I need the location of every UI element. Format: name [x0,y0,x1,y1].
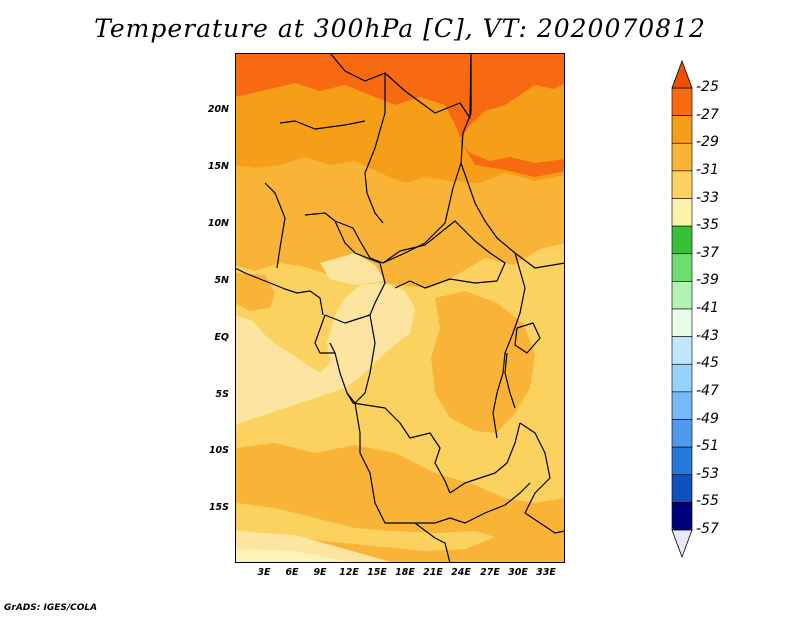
x-label-33e: 33E [536,567,556,578]
colorbar-cell [671,281,693,310]
colorbar-cell [671,198,693,227]
y-label-eq: EQ [214,332,229,343]
map-frame [235,53,565,563]
y-label-15n: 15N [207,161,229,172]
field-patch-m29-west [235,273,275,311]
y-label-5n: 5N [214,275,229,286]
colorbar-label: -53 [696,465,719,482]
border-lake-victoria [514,322,541,354]
colorbar-label: -43 [696,327,719,344]
colorbar-cell [671,142,693,172]
border-zambia-south [449,482,531,524]
border-coastline [235,267,324,316]
x-label-18e: 18E [395,567,415,578]
colorbar-bottom-arrow [671,529,693,559]
colorbar-cell [671,446,693,476]
colorbar-cell [671,502,693,531]
colorbar-label: -55 [696,493,719,510]
border-zambia [449,422,521,494]
border-car [382,220,506,289]
colorbar-cell [671,253,693,282]
border-southern [414,522,451,563]
x-label-15e: 15E [367,567,387,578]
border-angola [346,392,451,494]
colorbar-cell [671,419,693,448]
colorbar-label: -35 [696,217,719,234]
y-label-20n: 20N [207,104,229,115]
map-canvas [235,53,565,563]
x-label-27e: 27E [480,567,500,578]
y-label-5s: 5S [215,389,229,400]
border-nigeria [279,120,366,130]
colorbar-cell [671,391,693,420]
colorbar-label: -57 [696,521,719,537]
colorbar-cell [671,474,693,503]
colorbar-label: -25 [696,79,719,95]
x-label-3e: 3E [257,567,271,578]
border-cameroon [324,220,386,324]
temperature-map [235,53,565,563]
border-north-libya [329,53,472,119]
field-band-m25 [235,53,565,177]
border-niger-chad [364,73,386,224]
y-label-10s: 10S [208,445,229,456]
colorbar-cell [671,170,693,199]
colorbar-label: -31 [696,161,719,178]
border-south-sudan [460,162,565,269]
border-gabon [314,314,335,354]
x-label-6e: 6E [285,567,299,578]
x-label-9e: 9E [313,567,327,578]
x-label-12e: 12E [339,567,359,578]
country-borders [235,53,565,563]
colorbar-cell [671,225,693,255]
colorbar-label: -41 [696,300,719,316]
grads-credit: GrADS: IGES/COLA [4,603,98,613]
x-label-24e: 24E [451,567,471,578]
field-patch-m29-east [431,291,535,433]
colorbar-cell [671,363,693,393]
colorbar [671,59,693,559]
colorbar-cell [671,308,693,337]
colorbar-cell [671,336,693,365]
colorbar-label: -45 [696,355,719,372]
x-label-30e: 30E [508,567,528,578]
colorbar-label: -37 [696,244,719,261]
colorbar-label: -49 [696,410,719,427]
colorbar-label: -47 [696,382,719,399]
border-east-africa [492,252,526,439]
field-patch-m33-north [320,253,385,285]
colorbar-cell [671,115,693,144]
border-angola-namibia [354,402,451,524]
y-label-10n: 10N [207,218,229,229]
colorbar-label: -33 [696,189,719,206]
colorbar-label: -27 [696,106,719,123]
border-mozambique [519,422,565,534]
field-patch-m35-southwest [235,549,355,563]
colorbar-label: -39 [696,272,719,289]
border-nigeria-west [264,182,286,269]
colorbar-top-arrow [671,59,693,89]
colorbar-cells [671,87,693,531]
colorbar-label: -29 [696,134,719,151]
border-lake-tanganyika [504,352,516,409]
colorbar-cell [671,87,693,116]
field-band-m33-center [235,283,415,425]
x-label-21e: 21E [423,567,443,578]
colorbar-label: -51 [696,438,719,455]
y-label-15s: 15S [208,502,229,513]
map-title: Temperature at 300hPa [C], VT: 202007081… [94,14,706,43]
